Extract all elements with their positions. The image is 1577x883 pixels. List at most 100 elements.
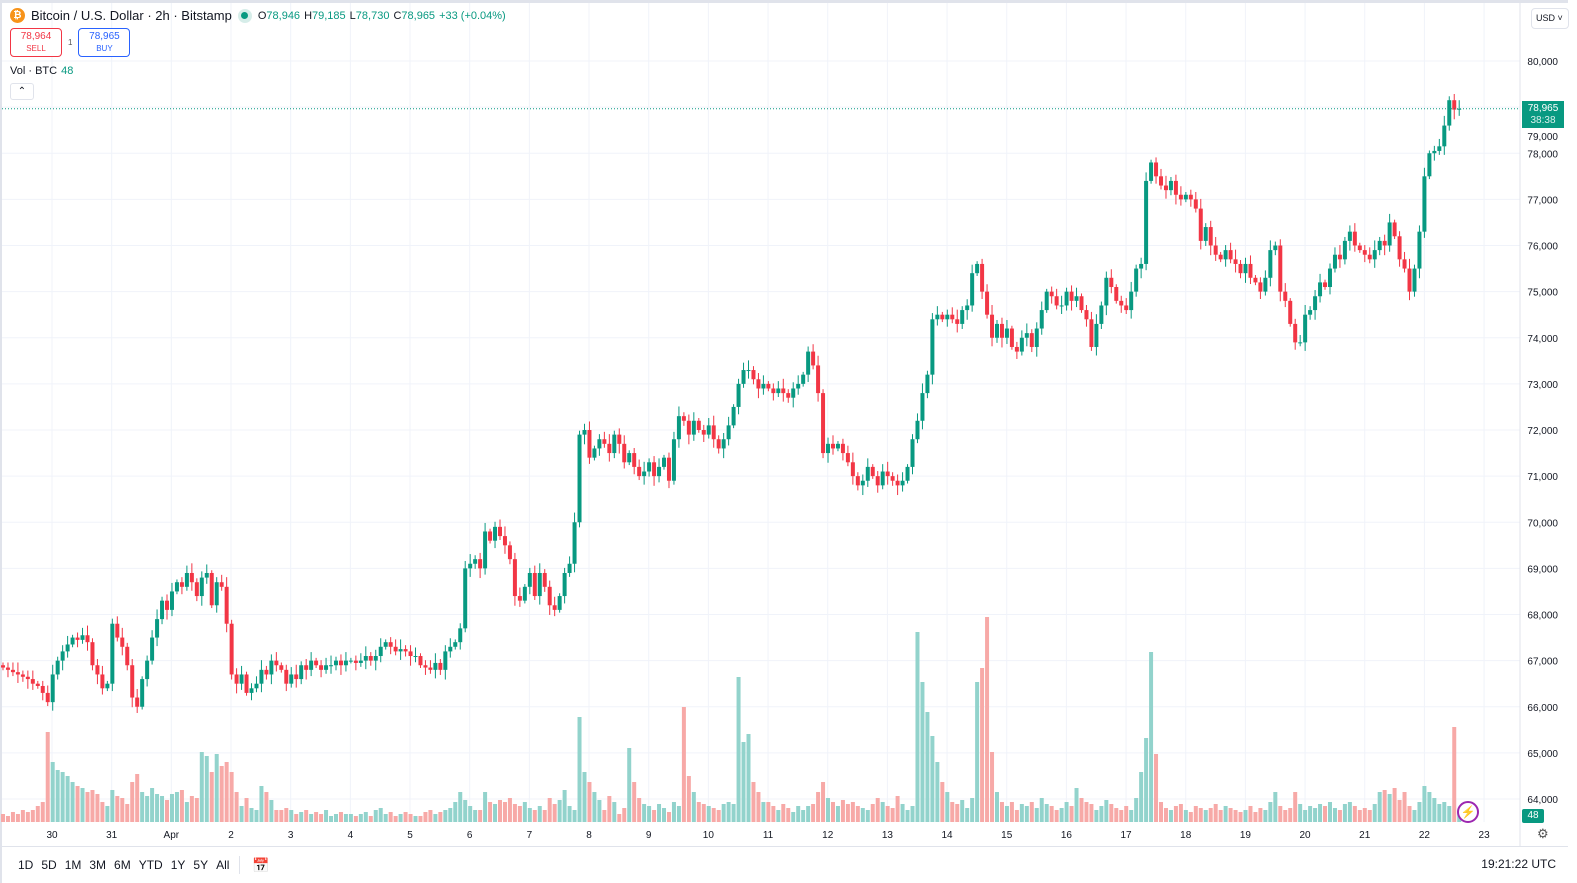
range-ytd[interactable]: YTD (138, 858, 163, 872)
volume-bar (925, 712, 930, 822)
candle-body (348, 660, 353, 662)
volume-bar (935, 762, 940, 822)
volume-bar (1387, 794, 1392, 822)
candle-body (1233, 259, 1238, 264)
candle-body (165, 600, 170, 610)
candle-body (45, 692, 50, 703)
candle-body (95, 665, 100, 675)
candle-body (1318, 282, 1323, 297)
candle-body (448, 646, 453, 652)
calendar-icon[interactable]: 📅 (252, 856, 270, 873)
candle-body (358, 660, 363, 663)
time-tick-label: 19 (1240, 830, 1252, 841)
volume-bar (821, 782, 826, 822)
candle-body (189, 572, 194, 583)
volume-bar (1228, 808, 1233, 822)
volume-bar (816, 792, 821, 822)
candle-body (1243, 263, 1248, 274)
volume-bar (1372, 804, 1377, 822)
volume-bar (229, 772, 234, 822)
volume-bar (1352, 806, 1357, 822)
volume-bar (607, 796, 612, 822)
candle-body (1198, 208, 1203, 241)
candle-body (791, 388, 796, 398)
candle-body (925, 374, 930, 394)
volume-bar (726, 802, 731, 822)
volume-bar (811, 804, 816, 822)
volume-bar (1397, 800, 1402, 822)
time-tick-label: 23 (1479, 830, 1491, 841)
clock[interactable]: 19:21:22 UTC (1481, 857, 1556, 871)
volume-bar (259, 786, 264, 822)
candle-body (294, 674, 299, 680)
volume-bar (1049, 806, 1054, 822)
range-3m[interactable]: 3M (89, 858, 107, 872)
time-tick-label: 16 (1061, 830, 1073, 841)
range-5y[interactable]: 5Y (193, 858, 209, 872)
volume-bar (1288, 808, 1293, 822)
volume-bar (950, 802, 955, 822)
sell-button[interactable]: 78,964 SELL (10, 28, 62, 57)
candle-body (1009, 328, 1014, 347)
volume-bar (398, 814, 403, 822)
candle-body (612, 434, 617, 454)
volume-bar (547, 798, 552, 822)
range-5d[interactable]: 5D (41, 858, 57, 872)
range-1m[interactable]: 1M (64, 858, 82, 872)
candle-body (150, 637, 155, 661)
volume-bar (1159, 802, 1164, 822)
volume-bar (338, 812, 343, 822)
volume-bar (806, 806, 811, 822)
collapse-legend-button[interactable]: ⌃ (10, 83, 34, 100)
volume-bar (70, 782, 75, 822)
volume-bar (731, 804, 736, 822)
volume-bar (1004, 806, 1009, 822)
volume-bar (1173, 806, 1178, 822)
candle-body (1054, 296, 1059, 306)
candle-body (35, 683, 40, 686)
candle-body (706, 425, 711, 435)
volume-bar (453, 802, 458, 822)
volume-bar (194, 798, 199, 822)
time-tick-label: 13 (882, 830, 894, 841)
volume-bar (189, 796, 194, 822)
candle-body (478, 559, 483, 569)
range-1y[interactable]: 1Y (170, 858, 186, 872)
market-status-icon[interactable] (237, 8, 252, 23)
volume-bar (990, 752, 995, 822)
volume-bar (1342, 804, 1347, 822)
range-1d[interactable]: 1D (18, 858, 34, 872)
volume-bar (35, 806, 40, 822)
candle-body (1273, 245, 1278, 251)
volume-bar (289, 810, 294, 822)
candle-body (433, 662, 438, 670)
ohlc-values: O78,946 H79,185 L78,730 C78,965 +33 (+0.… (257, 9, 506, 22)
range-all[interactable]: All (216, 858, 230, 872)
range-6m[interactable]: 6M (114, 858, 131, 872)
volume-bar (304, 810, 309, 822)
candle-body (985, 291, 990, 315)
candle-body (493, 526, 498, 541)
candle-body (120, 637, 125, 647)
candle-body (1089, 319, 1094, 347)
volume-bar (746, 734, 751, 822)
volume-bar (1044, 804, 1049, 822)
volume-bar (1303, 810, 1308, 822)
lightning-icon[interactable]: ⚡ (1457, 801, 1479, 823)
volume-bar (458, 792, 463, 822)
volume-bar (1168, 810, 1173, 822)
volume-bar (845, 804, 850, 822)
last-price-label: 78,965 38:38 (1522, 101, 1564, 128)
price-tick-label: 67,000 (1527, 657, 1558, 668)
volume-bar (279, 810, 284, 822)
volume-bar (294, 814, 299, 822)
settings-icon[interactable]: ⚙ (1537, 826, 1549, 841)
candle-body (324, 665, 329, 670)
volume-bar (1412, 810, 1417, 822)
volume-bar (483, 792, 488, 822)
currency-select[interactable]: USD ˅ (1531, 8, 1569, 29)
candle-body (1313, 296, 1318, 311)
symbol-title[interactable]: Bitcoin / U.S. Dollar · 2h · Bitstamp (31, 8, 232, 23)
price-chart[interactable]: 80,000 79,000 78,000 77,000 76,000 75,000 74,0… (0, 0, 1577, 846)
buy-button[interactable]: 78,965 BUY (78, 28, 131, 57)
